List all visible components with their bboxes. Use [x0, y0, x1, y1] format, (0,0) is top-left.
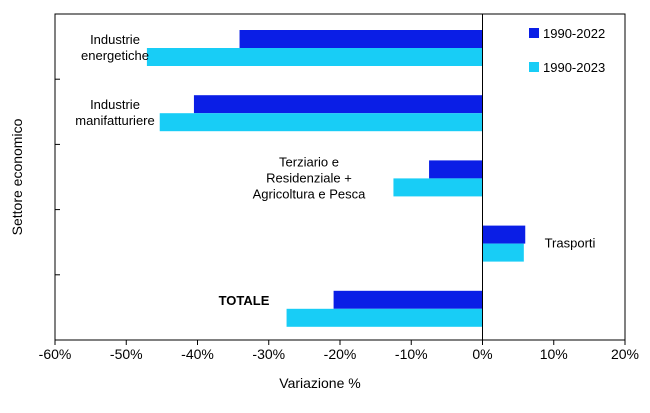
- x-tick-label: -50%: [110, 346, 143, 362]
- x-tick-label: 10%: [540, 346, 568, 362]
- legend-swatch-1990-2023: [529, 62, 539, 72]
- x-axis-title: Variazione %: [279, 375, 360, 391]
- category-label-2: Terziario e Residenziale + Agricoltura e P…: [253, 154, 366, 201]
- category-label-0: Industrie energetiche: [81, 32, 149, 63]
- category-label-line: manifatturiere: [75, 113, 154, 128]
- bar-1990-2023-2: [393, 178, 483, 197]
- bar-1990-2022-3: [482, 225, 526, 244]
- y-axis-title: Settore economico: [9, 118, 25, 235]
- bar-1990-2023-3: [482, 243, 524, 262]
- x-tick-label: -20%: [324, 346, 357, 362]
- x-tick-label: -30%: [252, 346, 285, 362]
- bar-1990-2023-4: [286, 308, 483, 327]
- legend: 1990-2022 1990-2023: [529, 26, 605, 75]
- category-label-3: Trasporti: [545, 236, 596, 251]
- legend-label-1990-2022: 1990-2022: [543, 26, 605, 41]
- category-label-line: Terziario e: [279, 154, 339, 169]
- x-tick-label: -60%: [39, 346, 72, 362]
- category-label-line: energetiche: [81, 48, 149, 63]
- axes-layer: -60% -50% -40% -30% -20% -10% 0% 10% 20%: [39, 13, 639, 362]
- category-label-1: Industrie manifatturiere: [75, 97, 154, 128]
- bar-1990-2022-1: [193, 95, 483, 114]
- category-label-line: Residenziale +: [266, 170, 352, 185]
- x-tick-label: -10%: [395, 346, 428, 362]
- bar-1990-2023-0: [146, 48, 483, 66]
- category-label-line: Industrie: [90, 32, 140, 47]
- bar-1990-2022-2: [429, 160, 483, 179]
- category-label-4: TOTALE: [219, 293, 270, 308]
- legend-swatch-1990-2022: [529, 28, 539, 38]
- bar-1990-2022-4: [333, 290, 483, 309]
- category-label-line: Industrie: [90, 97, 140, 112]
- category-label-line: Agricoltura e Pesca: [253, 186, 366, 201]
- bar-1990-2023-1: [159, 113, 483, 132]
- bar-1990-2022-0: [239, 30, 483, 48]
- legend-label-1990-2023: 1990-2023: [543, 60, 605, 75]
- bars-layer: [146, 30, 526, 327]
- x-tick-label: 20%: [611, 346, 639, 362]
- x-tick-label: -40%: [181, 346, 214, 362]
- category-label-line: Trasporti: [545, 236, 596, 251]
- x-tick-label: 0%: [472, 346, 492, 362]
- category-label-line: TOTALE: [219, 293, 270, 308]
